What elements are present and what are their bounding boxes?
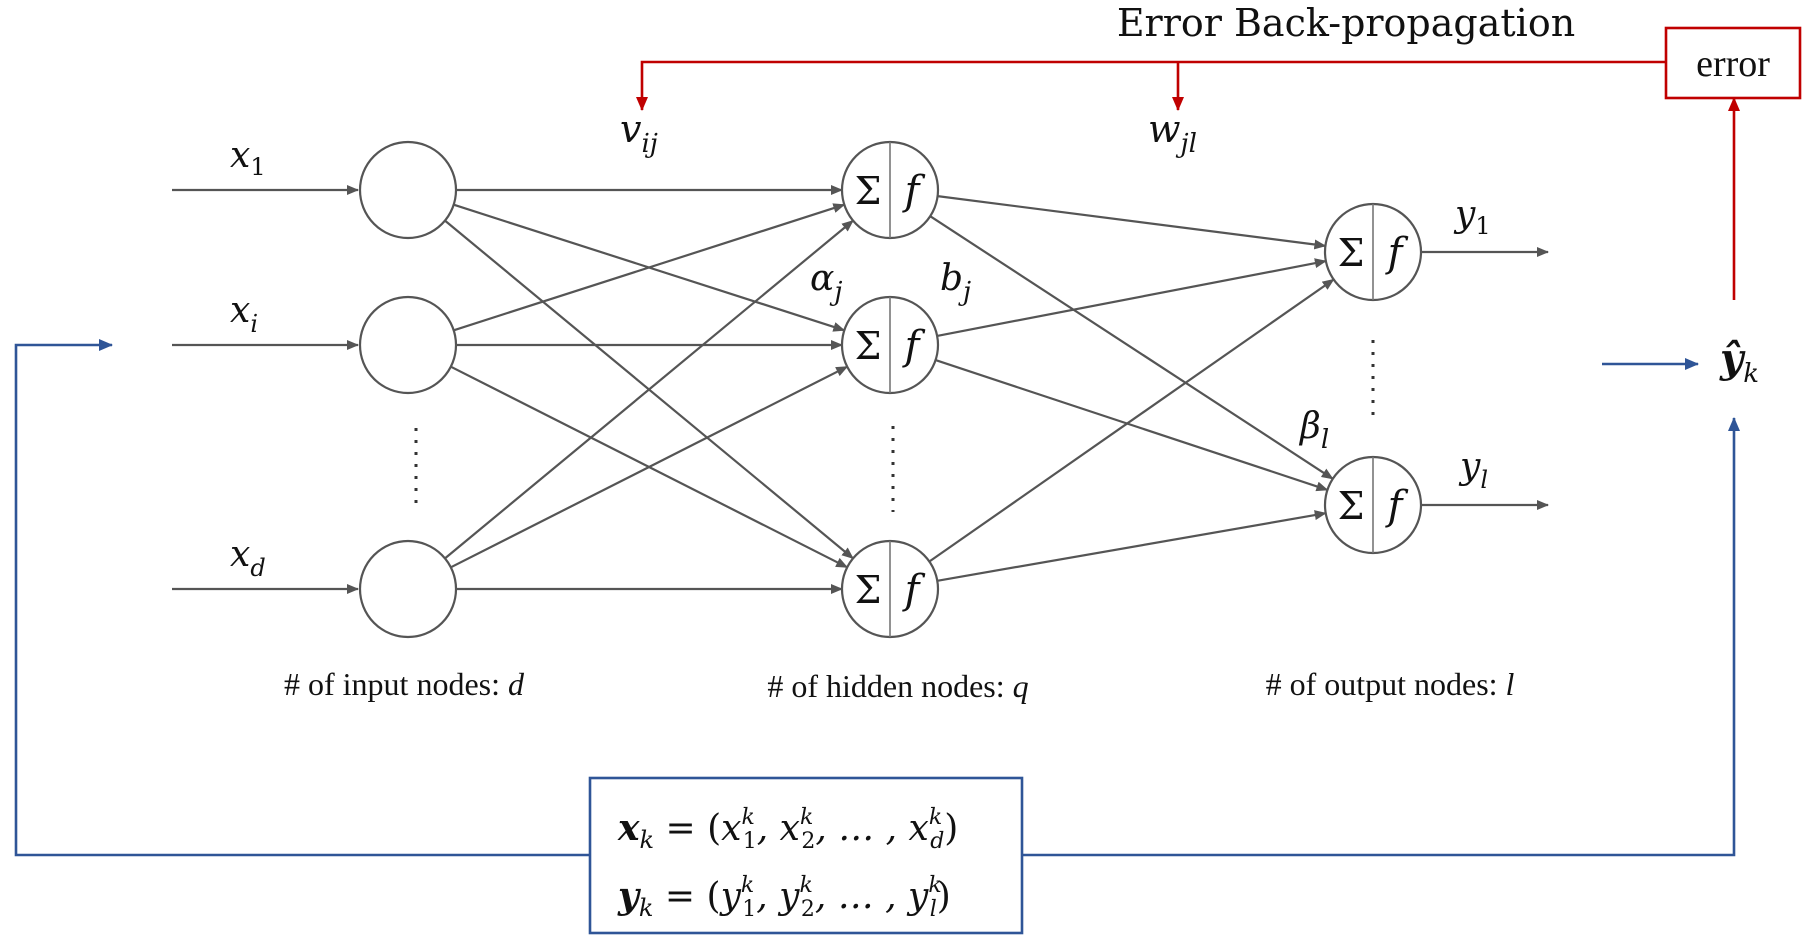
input-hidden-link-2-0 (444, 219, 854, 560)
input-node-d (358, 539, 458, 639)
output-node-0-sum-symbol: Σ (1338, 231, 1365, 275)
hidden-output-link-1-0 (936, 258, 1327, 338)
hidden-output-link-0-0 (937, 195, 1327, 250)
connection-lines (444, 185, 1335, 594)
hidden-node-0-sum-symbol: Σ (855, 169, 882, 213)
weight-label-w: wjl (1148, 107, 1197, 159)
input-label-i: xi (230, 290, 258, 338)
hidden-output-link-1-1 (935, 359, 1329, 492)
input-node-1 (358, 140, 458, 240)
caption-hidden: # of hidden nodes: q (767, 668, 1028, 704)
error-box (1664, 26, 1802, 100)
sample-y-formula: yk = (yk 1, yk 2, … , yk l) (617, 873, 951, 922)
feedback-loop (14, 339, 1740, 935)
output-label-l: yl (1458, 446, 1488, 494)
input-label-1: x1 (230, 135, 266, 181)
output-arrows (1421, 247, 1549, 510)
input-hidden-link-1-0 (453, 203, 846, 332)
loop-left-arrow (14, 339, 590, 857)
hidden-node-1-sum-symbol: Σ (855, 324, 882, 368)
output-label-1: y1 (1453, 194, 1491, 240)
error-label: error (1696, 43, 1770, 85)
backprop-title: Error Back-propagation (1117, 1, 1575, 45)
sample-x-formula: xk = (xk 1, xk 2, … , xk d) (617, 805, 958, 854)
input-label-d: xd (230, 534, 266, 582)
caption-input: # of input nodes: d (284, 666, 525, 702)
input-node-i (358, 295, 458, 395)
yhat-label: ŷk (1719, 335, 1759, 389)
caption-output: # of output nodes: l (1266, 666, 1515, 702)
error-backprop: Error Back-propagation error (636, 1, 1802, 300)
output-node-1-sum-symbol: Σ (1338, 484, 1365, 528)
backprop-arrow-v (636, 60, 1666, 111)
beta-label: βl (1298, 406, 1329, 455)
hidden-output-link-2-1 (937, 510, 1327, 582)
hidden-node-2-sum-symbol: Σ (855, 568, 882, 612)
loop-right-arrow (1022, 417, 1740, 857)
hidden-output-link-0-1 (929, 215, 1334, 480)
alpha-label: αj (810, 258, 842, 307)
labels: x1 xi xd vij wjl αj bj βl y1 yl ŷk # of … (230, 107, 1759, 922)
hidden-output-link-2-0 (928, 278, 1335, 563)
bias-label-b: bj (940, 258, 971, 307)
input-layer (358, 140, 458, 639)
sample-box (588, 776, 1024, 935)
input-hidden-link-2-1 (450, 365, 849, 569)
weight-label-v: vij (620, 107, 658, 159)
input-arrows (172, 185, 359, 594)
